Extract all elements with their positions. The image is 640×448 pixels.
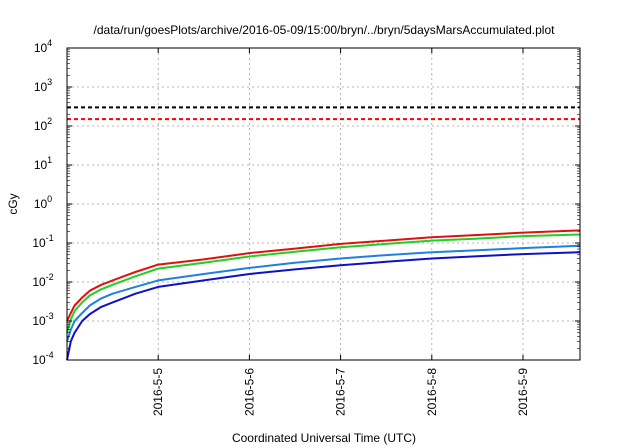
y-tick-label: 100	[34, 194, 52, 211]
series-line	[66, 229, 581, 322]
chart-title: /data/run/goesPlots/archive/2016-05-09/1…	[94, 23, 556, 37]
y-axis-ticks: 10-4 10-3 10-2 10-1 100 101 102 103 104	[32, 38, 580, 367]
x-axis-label: Coordinated Universal Time (UTC)	[232, 431, 416, 445]
x-tick-label: 2016-5-6	[242, 368, 256, 416]
y-tick-label: 10-3	[32, 311, 53, 328]
y-tick-label: 103	[34, 77, 52, 94]
x-tick-label: 2016-5-5	[151, 368, 165, 416]
y-tick-label: 101	[34, 155, 52, 172]
y-tick-label: 102	[34, 116, 52, 133]
series-line	[66, 244, 581, 342]
y-tick-label: 104	[34, 38, 52, 55]
series-lines	[66, 229, 581, 361]
series-line	[66, 233, 581, 333]
y-tick-label: 10-4	[32, 350, 53, 367]
grid-lines	[67, 48, 580, 360]
series-line	[66, 251, 581, 361]
x-tick-label: 2016-5-9	[516, 368, 530, 416]
y-tick-label: 10-1	[32, 233, 53, 250]
y-axis-label: cGy	[6, 193, 20, 214]
x-axis-ticks: 2016-5-5 2016-5-6 2016-5-7 2016-5-8 2016-5-9	[151, 48, 530, 416]
y-tick-label: 10-2	[32, 272, 53, 289]
x-tick-label: 2016-5-7	[334, 368, 348, 416]
reference-lines	[67, 106, 580, 121]
x-tick-label: 2016-5-8	[425, 368, 439, 416]
